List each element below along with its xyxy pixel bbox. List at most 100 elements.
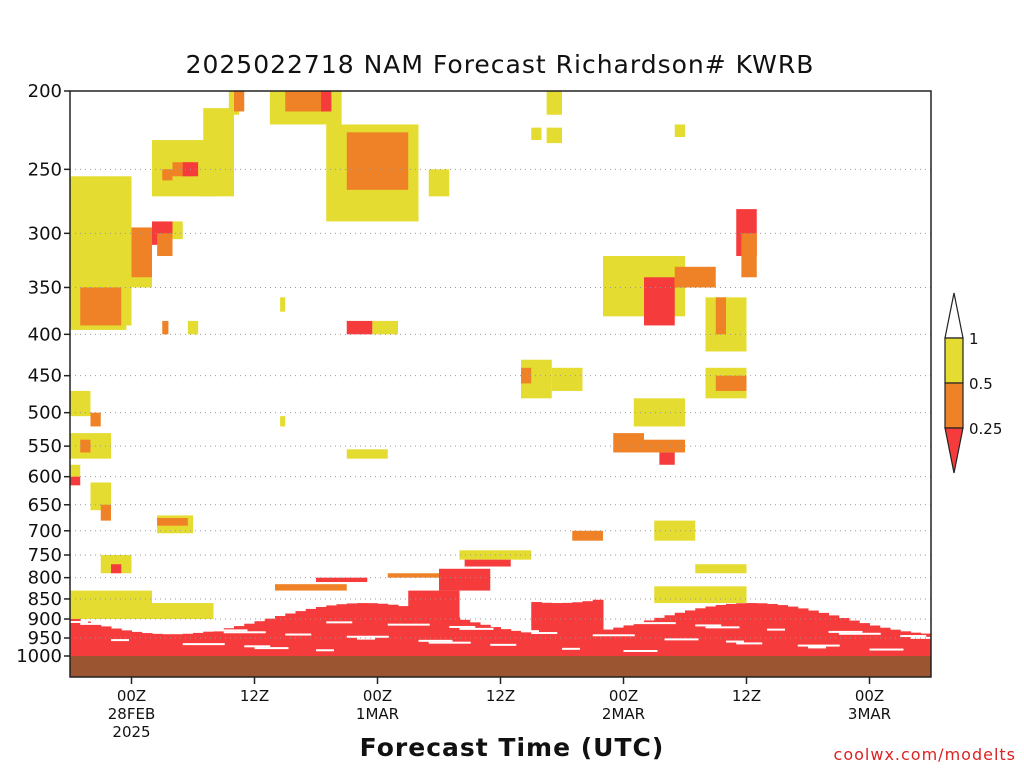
boundary-layer-cell xyxy=(674,612,686,656)
legend-bin xyxy=(944,427,964,474)
boundary-layer-cell xyxy=(828,615,840,656)
ri-cell xyxy=(346,320,373,335)
boundary-layer-cell xyxy=(818,612,829,656)
boundary-layer-cell xyxy=(808,610,819,656)
boundary-layer-gap xyxy=(428,641,471,644)
boundary-layer-cell xyxy=(521,632,532,656)
boundary-layer-gap xyxy=(244,645,271,648)
boundary-layer-cell xyxy=(490,627,501,656)
boundary-layer-cell xyxy=(849,620,860,656)
y-tick-label: 950 xyxy=(28,628,62,649)
boundary-layer-gap xyxy=(111,639,129,642)
boundary-layer-cell xyxy=(695,608,706,656)
boundary-layer-cell xyxy=(305,608,317,656)
boundary-layer-cell xyxy=(500,629,512,656)
x-tick-label: 00Z xyxy=(117,687,146,705)
boundary-layer-cell xyxy=(264,618,276,656)
ri-cell xyxy=(234,91,245,112)
y-tick-label: 650 xyxy=(28,495,62,516)
boundary-layer-cell xyxy=(162,634,173,656)
y-tick-label: 550 xyxy=(28,436,62,457)
boundary-layer-cell xyxy=(80,621,91,656)
ri-cell xyxy=(70,590,152,604)
boundary-layer-cell xyxy=(654,617,665,656)
boundary-layer-gap xyxy=(449,625,476,628)
y-tick-label: 600 xyxy=(28,467,62,488)
boundary-layer-gap xyxy=(705,626,740,629)
ri-cell xyxy=(372,320,398,335)
x-tick-label: 00Z xyxy=(609,687,638,705)
ri-cell xyxy=(90,412,101,427)
y-tick-label: 250 xyxy=(28,159,62,180)
ri-cell xyxy=(346,132,409,190)
boundary-layer-cell xyxy=(213,630,225,656)
boundary-layer-cell xyxy=(428,612,440,656)
boundary-layer-cell xyxy=(746,603,758,656)
credit-text: coolwx.com/modelts xyxy=(833,745,1016,764)
boundary-layer-cell xyxy=(879,627,891,656)
boundary-layer-cell xyxy=(603,629,614,656)
boundary-layer-cell xyxy=(336,604,348,656)
boundary-layer-cell xyxy=(100,626,112,656)
boundary-layer-cell xyxy=(551,603,563,656)
ri-cell xyxy=(644,277,675,326)
ri-cell xyxy=(674,266,716,288)
ri-cell xyxy=(187,320,199,335)
boundary-layer-gap xyxy=(828,630,863,633)
y-tick-label: 750 xyxy=(28,545,62,566)
boundary-layer-gap xyxy=(767,628,785,631)
y-tick-label: 900 xyxy=(28,609,62,630)
y-tick-label: 300 xyxy=(28,223,62,244)
ri-cell xyxy=(439,568,491,591)
boundary-layer-gap xyxy=(838,632,881,635)
legend-label: 1 xyxy=(969,330,979,348)
ri-cell xyxy=(551,367,583,391)
boundary-layer-cell xyxy=(572,602,583,656)
ri-cell xyxy=(346,449,388,459)
ri-cell xyxy=(162,320,169,335)
boundary-layer-cell xyxy=(121,630,132,656)
boundary-layer-cell xyxy=(510,630,522,656)
ri-cell xyxy=(80,287,122,326)
boundary-layer-gap xyxy=(623,649,658,652)
ri-cell xyxy=(100,504,111,521)
boundary-layer-cell xyxy=(244,623,255,656)
boundary-layer-cell xyxy=(736,603,747,656)
boundary-layer-cell xyxy=(346,603,358,656)
boundary-layer-cell xyxy=(920,633,932,656)
boundary-layer-cell xyxy=(787,606,799,656)
y-axis: 200 250 300 350 400 450 500 550 600 650 700 7508008… xyxy=(16,81,70,667)
x-tick-label: 3MAR xyxy=(848,705,891,723)
boundary-layer-cell xyxy=(859,623,870,656)
boundary-layer-cell xyxy=(316,607,327,656)
boundary-layer-gap xyxy=(326,621,353,624)
boundary-layer-cell xyxy=(623,625,635,656)
boundary-layer-gap xyxy=(141,625,184,628)
ri-cell xyxy=(741,233,757,278)
boundary-layer-cell xyxy=(141,633,153,656)
grid-lines xyxy=(70,168,931,639)
boundary-layer-gap xyxy=(213,629,248,632)
boundary-layer-cell xyxy=(223,628,235,656)
boundary-layer-gap xyxy=(695,624,722,627)
boundary-layer-cell xyxy=(367,603,378,656)
ri-cell xyxy=(654,520,696,541)
boundary-layer-gap xyxy=(223,631,266,634)
boundary-layer-cell xyxy=(377,603,389,656)
boundary-layer-cell xyxy=(562,602,573,656)
y-tick-label: 500 xyxy=(28,403,62,424)
ri-cell xyxy=(70,464,81,477)
boundary-layer-cell xyxy=(152,633,163,656)
boundary-layer-cell xyxy=(172,634,184,656)
boundary-layer-cell xyxy=(797,608,809,656)
boundary-layer-cell xyxy=(633,622,645,656)
boundary-layer-gap xyxy=(490,643,517,646)
boundary-layer-cell xyxy=(398,606,409,656)
boundary-layer-cell xyxy=(756,603,768,656)
ri-cell xyxy=(521,367,532,384)
boundary-layer-cell xyxy=(613,627,624,656)
x-tick-label: 12Z xyxy=(240,687,269,705)
boundary-layer-cell xyxy=(644,620,655,656)
boundary-layer-gap xyxy=(254,647,289,650)
ri-cell xyxy=(659,452,675,465)
